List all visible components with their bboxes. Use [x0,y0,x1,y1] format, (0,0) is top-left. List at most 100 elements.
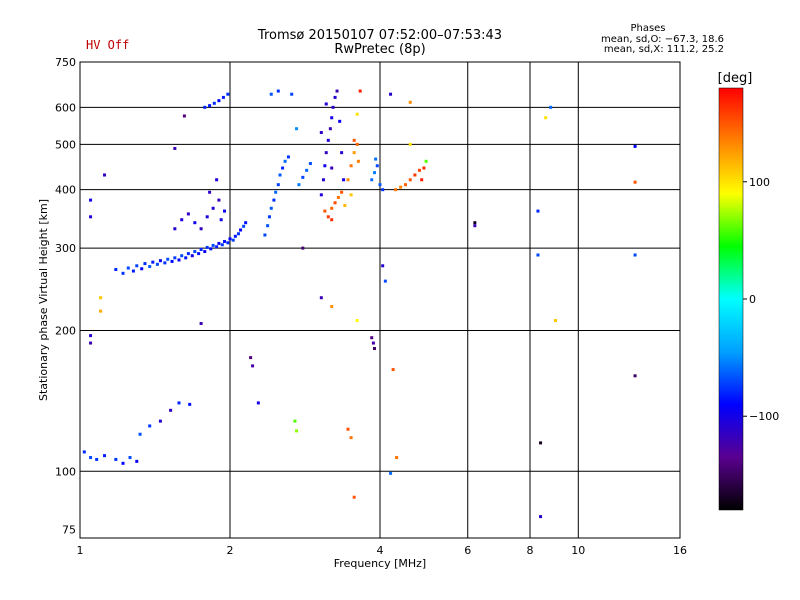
data-point [233,234,237,238]
data-point [99,296,103,300]
data-point [539,441,543,445]
data-point [420,178,424,182]
data-point [199,227,203,231]
x-tick-label: 4 [377,544,384,557]
data-point [373,347,377,351]
data-point [413,173,417,177]
data-point [95,457,99,461]
data-point [343,204,347,208]
data-point [180,254,184,258]
data-point [251,364,255,368]
data-point [186,212,190,216]
data-point [381,188,385,192]
y-tick-label: 200 [55,324,76,337]
data-point [422,166,426,170]
data-point [197,252,201,256]
y-tick-label: 750 [55,56,76,69]
data-point [408,142,412,146]
y-tick-label: 500 [55,138,76,151]
data-point [326,215,330,219]
data-point [381,264,385,268]
data-point [473,221,477,225]
data-point [223,239,227,243]
hv-status: HV Off [86,38,130,52]
data-point [549,105,553,109]
data-point [319,296,323,300]
data-point [333,201,337,205]
data-point [190,254,194,258]
grid [80,62,680,538]
data-point [249,356,253,360]
data-point [226,241,230,245]
data-point [205,245,209,249]
data-point [272,198,276,202]
data-point [281,166,285,170]
data-point [199,247,203,251]
data-point [155,262,159,266]
data-point [378,183,382,187]
data-point [217,241,221,245]
data-point [193,221,197,225]
data-point [293,419,297,423]
data-point [135,459,139,463]
data-point [211,243,215,247]
data-point [212,101,216,105]
data-point [335,89,339,93]
data-point [103,454,107,458]
data-point [180,218,184,222]
data-point [330,166,334,170]
data-point [424,159,428,163]
x-tick-label: 2 [227,544,234,557]
data-point [349,436,353,440]
data-point [217,99,221,103]
data-point [324,102,328,106]
data-point [338,119,342,123]
y-tick-label: 300 [55,242,76,255]
y-tick-label: 400 [55,184,76,197]
data-point [276,183,280,187]
data-point [323,164,327,168]
data-point [184,256,188,260]
data-points [82,89,637,519]
data-point [148,424,152,428]
data-point [349,193,353,197]
data-point [256,401,260,405]
data-point [370,336,374,340]
data-point [182,114,186,118]
data-point [203,105,207,109]
data-point [208,190,212,194]
data-point [89,198,93,202]
data-point [177,401,181,405]
data-point [408,178,412,182]
phases-title: Phases [630,23,665,34]
data-point [340,151,344,155]
data-point [239,228,243,232]
data-point [346,427,350,431]
data-point [215,245,219,249]
data-point [375,164,379,168]
data-point [319,193,323,197]
data-point [308,162,312,166]
data-point [342,178,346,182]
data-point [349,164,353,168]
data-point [221,95,225,99]
data-point [244,221,248,225]
data-point [121,461,125,465]
data-point [228,237,232,241]
data-point [370,178,374,182]
data-point [355,319,359,323]
data-point [355,112,359,116]
data-point [352,495,356,499]
data-point [321,178,325,182]
data-point [301,246,305,250]
data-point [333,95,337,99]
data-point [263,233,267,237]
data-point [408,100,412,104]
data-point [356,159,360,163]
data-point [267,215,271,219]
y-tick-label: 75 [62,524,76,537]
data-point [633,144,637,148]
data-point [330,305,334,309]
data-point [199,321,203,325]
data-point [536,209,540,213]
